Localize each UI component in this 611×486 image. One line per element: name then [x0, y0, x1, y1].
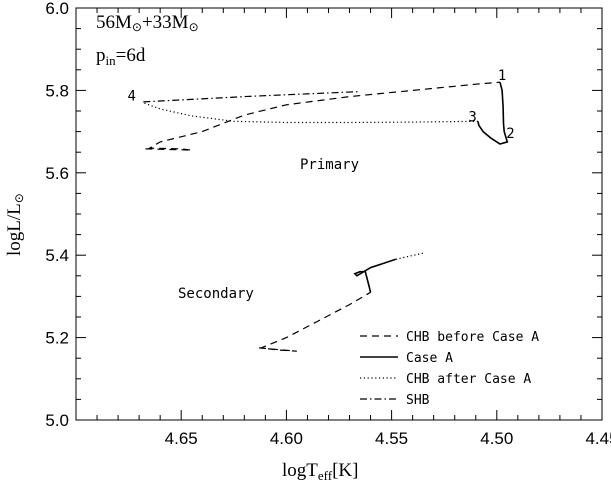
legend-label: Case A — [406, 351, 453, 366]
series-line-primary-chb-after-case-a — [143, 102, 478, 124]
plot-frame — [75, 7, 603, 421]
x-tick-label: 4.45 — [585, 429, 611, 448]
x-tick-label: 4.55 — [375, 429, 408, 448]
series-line-secondary-case-a — [353, 258, 397, 293]
point-labels: 1 2 3 4 — [128, 68, 515, 142]
y-tick-label: 5.0 — [45, 411, 69, 430]
series-line-primary-case-a — [477, 82, 509, 145]
period-annotation: pin=6d — [96, 45, 146, 68]
point-label-3: 3 — [468, 109, 476, 125]
primary-label: Primary — [300, 157, 359, 173]
legend-label: CHB after Case A — [406, 372, 531, 387]
x-tick-label: 4.65 — [165, 429, 198, 448]
secondary-label: Secondary — [178, 286, 254, 302]
point-label-2: 2 — [506, 126, 514, 142]
x-tick-label: 4.60 — [270, 429, 303, 448]
axis-ticks: 4.65 4.60 4.55 4.50 4.45 5.0 5.2 5.4 5.6 5.8 6.0 — [45, 0, 611, 448]
series-line-primary-chb-before-case-a — [145, 81, 501, 151]
x-axis-label: logTeff[K] — [282, 460, 358, 483]
legend-label: CHB before Case A — [406, 330, 539, 345]
y-tick-label: 5.6 — [45, 164, 69, 183]
series-line-secondary-chb-after-case-a — [395, 252, 424, 260]
series-line-secondary-chb-before-case-a — [258, 291, 371, 352]
y-tick-label: 5.8 — [45, 81, 69, 100]
point-label-1: 1 — [498, 68, 506, 84]
x-tick-label: 4.50 — [480, 429, 513, 448]
y-axis-label: logL/L⊙ — [4, 193, 26, 256]
y-tick-label: 5.2 — [45, 329, 69, 348]
point-label-4: 4 — [128, 89, 136, 105]
legend: CHB before Case A Case A CHB after Case A S… — [360, 330, 539, 408]
series-layer — [143, 81, 509, 352]
y-tick-label: 6.0 — [45, 0, 69, 18]
mass-annotation: 56M⊙+33M⊙ — [96, 12, 199, 34]
series-line-primary-shb — [143, 91, 361, 103]
legend-label: SHB — [406, 393, 430, 408]
y-tick-label: 5.4 — [45, 246, 69, 265]
